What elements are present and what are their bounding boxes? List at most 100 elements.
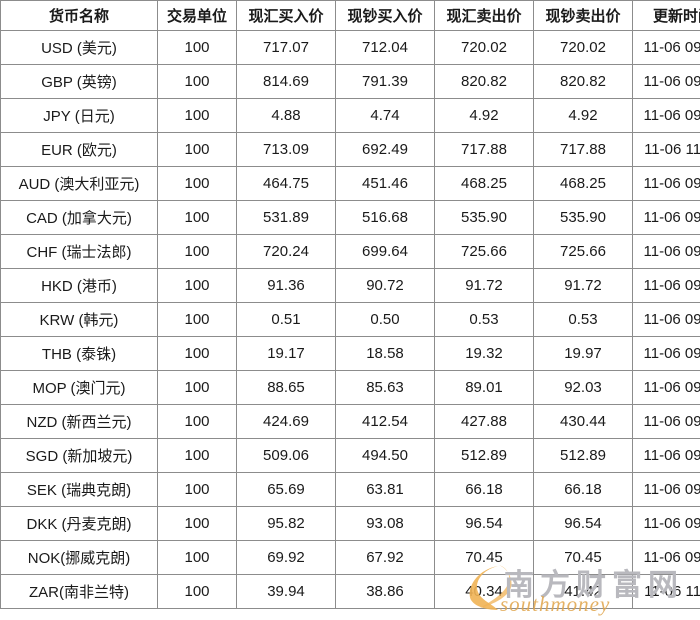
cell-currency-name: THB (泰铢) [0,336,158,371]
cell-trade-unit: 100 [157,472,237,507]
cell-update-time: 11-06 09:29 [632,234,700,269]
cell-cash-sell-price: 70.45 [533,540,633,575]
cell-cash-sell-price: 720.02 [533,30,633,65]
column-header-fx-buy: 现汇买入价 [236,0,336,31]
table-row: SEK (瑞典克朗) 100 65.69 63.81 66.18 66.18 11-06 0… [0,472,700,507]
cell-cash-sell-price: 717.88 [533,132,633,167]
cell-cash-buy-price: 692.49 [335,132,435,167]
table-row: MOP (澳门元) 100 88.65 85.63 89.01 92.03 11-06 09… [0,370,700,405]
cell-cash-buy-price: 791.39 [335,64,435,99]
table-row: EUR (欧元) 100 713.09 692.49 717.88 717.88 11-06… [0,132,700,167]
cell-trade-unit: 100 [157,574,237,609]
cell-update-time: 11-06 09:29 [632,336,700,371]
cell-fx-buy-price: 424.69 [236,404,336,439]
table-row: CAD (加拿大元) 100 531.89 516.68 535.90 535.90 11-… [0,200,700,235]
cell-trade-unit: 100 [157,506,237,541]
cell-fx-sell-price: 40.34 [434,574,534,609]
cell-update-time: 11-06 09:29 [632,472,700,507]
column-header-cash-buy: 现钞买入价 [335,0,435,31]
cell-fx-buy-price: 713.09 [236,132,336,167]
cell-fx-sell-price: 720.02 [434,30,534,65]
column-header-fx-sell: 现汇卖出价 [434,0,534,31]
cell-fx-sell-price: 725.66 [434,234,534,269]
cell-update-time: 11-06 11:26 [632,574,700,609]
table-row: NOK(挪威克朗) 100 69.92 67.92 70.45 70.45 11-06 09… [0,540,700,575]
column-header-currency-name: 货币名称 [0,0,158,31]
column-header-cash-sell: 现钞卖出价 [533,0,633,31]
cell-currency-name: MOP (澳门元) [0,370,158,405]
cell-cash-sell-price: 92.03 [533,370,633,405]
cell-update-time: 11-06 09:29 [632,438,700,473]
cell-fx-sell-price: 0.53 [434,302,534,337]
cell-trade-unit: 100 [157,234,237,269]
cell-trade-unit: 100 [157,132,237,167]
cell-fx-sell-price: 468.25 [434,166,534,201]
table-header: 货币名称 交易单位 现汇买入价 现钞买入价 现汇卖出价 现钞卖出价 更新时间 [0,0,700,31]
cell-update-time: 11-06 09:29 [632,98,700,133]
cell-fx-buy-price: 509.06 [236,438,336,473]
column-header-update-time: 更新时间 [632,0,700,31]
cell-fx-buy-price: 717.07 [236,30,336,65]
cell-currency-name: JPY (日元) [0,98,158,133]
cell-fx-buy-price: 0.51 [236,302,336,337]
cell-cash-buy-price: 67.92 [335,540,435,575]
table-row: NZD (新西兰元) 100 424.69 412.54 427.88 430.44 11-… [0,404,700,439]
cell-cash-buy-price: 0.50 [335,302,435,337]
cell-fx-sell-price: 91.72 [434,268,534,303]
cell-trade-unit: 100 [157,64,237,99]
cell-fx-buy-price: 531.89 [236,200,336,235]
cell-cash-sell-price: 0.53 [533,302,633,337]
cell-currency-name: CAD (加拿大元) [0,200,158,235]
cell-update-time: 11-06 09:29 [632,302,700,337]
cell-cash-sell-price: 96.54 [533,506,633,541]
cell-fx-buy-price: 464.75 [236,166,336,201]
cell-update-time: 11-06 09:29 [632,30,700,65]
cell-currency-name: SEK (瑞典克朗) [0,472,158,507]
cell-fx-buy-price: 91.36 [236,268,336,303]
cell-currency-name: USD (美元) [0,30,158,65]
cell-update-time: 11-06 09:29 [632,540,700,575]
cell-cash-sell-price: 41.42 [533,574,633,609]
cell-cash-buy-price: 516.68 [335,200,435,235]
table-row: USD (美元) 100 717.07 712.04 720.02 720.02 11-06… [0,30,700,65]
cell-currency-name: AUD (澳大利亚元) [0,166,158,201]
cell-trade-unit: 100 [157,404,237,439]
cell-currency-name: SGD (新加坡元) [0,438,158,473]
cell-trade-unit: 100 [157,370,237,405]
cell-cash-sell-price: 91.72 [533,268,633,303]
cell-cash-buy-price: 412.54 [335,404,435,439]
cell-fx-sell-price: 512.89 [434,438,534,473]
cell-fx-buy-price: 19.17 [236,336,336,371]
cell-fx-sell-price: 820.82 [434,64,534,99]
table-row: DKK (丹麦克朗) 100 95.82 93.08 96.54 96.54 11-06 0… [0,506,700,541]
cell-currency-name: CHF (瑞士法郎) [0,234,158,269]
cell-cash-buy-price: 451.46 [335,166,435,201]
cell-cash-buy-price: 85.63 [335,370,435,405]
cell-update-time: 11-06 11:10 [632,132,700,167]
cell-update-time: 11-06 09:29 [632,404,700,439]
table-row: ZAR(南非兰特) 100 39.94 38.86 40.34 41.42 11-06 11… [0,574,700,609]
column-header-trade-unit: 交易单位 [157,0,237,31]
cell-fx-sell-price: 96.54 [434,506,534,541]
cell-fx-sell-price: 70.45 [434,540,534,575]
cell-update-time: 11-06 09:29 [632,166,700,201]
cell-cash-sell-price: 725.66 [533,234,633,269]
cell-cash-sell-price: 512.89 [533,438,633,473]
cell-trade-unit: 100 [157,268,237,303]
cell-fx-buy-price: 39.94 [236,574,336,609]
cell-cash-buy-price: 63.81 [335,472,435,507]
table-row: CHF (瑞士法郎) 100 720.24 699.64 725.66 725.66 11-… [0,234,700,269]
cell-fx-sell-price: 4.92 [434,98,534,133]
cell-trade-unit: 100 [157,200,237,235]
cell-fx-sell-price: 89.01 [434,370,534,405]
cell-currency-name: ZAR(南非兰特) [0,574,158,609]
cell-fx-sell-price: 66.18 [434,472,534,507]
cell-cash-sell-price: 66.18 [533,472,633,507]
cell-fx-buy-price: 88.65 [236,370,336,405]
cell-currency-name: HKD (港币) [0,268,158,303]
cell-cash-buy-price: 699.64 [335,234,435,269]
cell-currency-name: NOK(挪威克朗) [0,540,158,575]
cell-fx-buy-price: 95.82 [236,506,336,541]
